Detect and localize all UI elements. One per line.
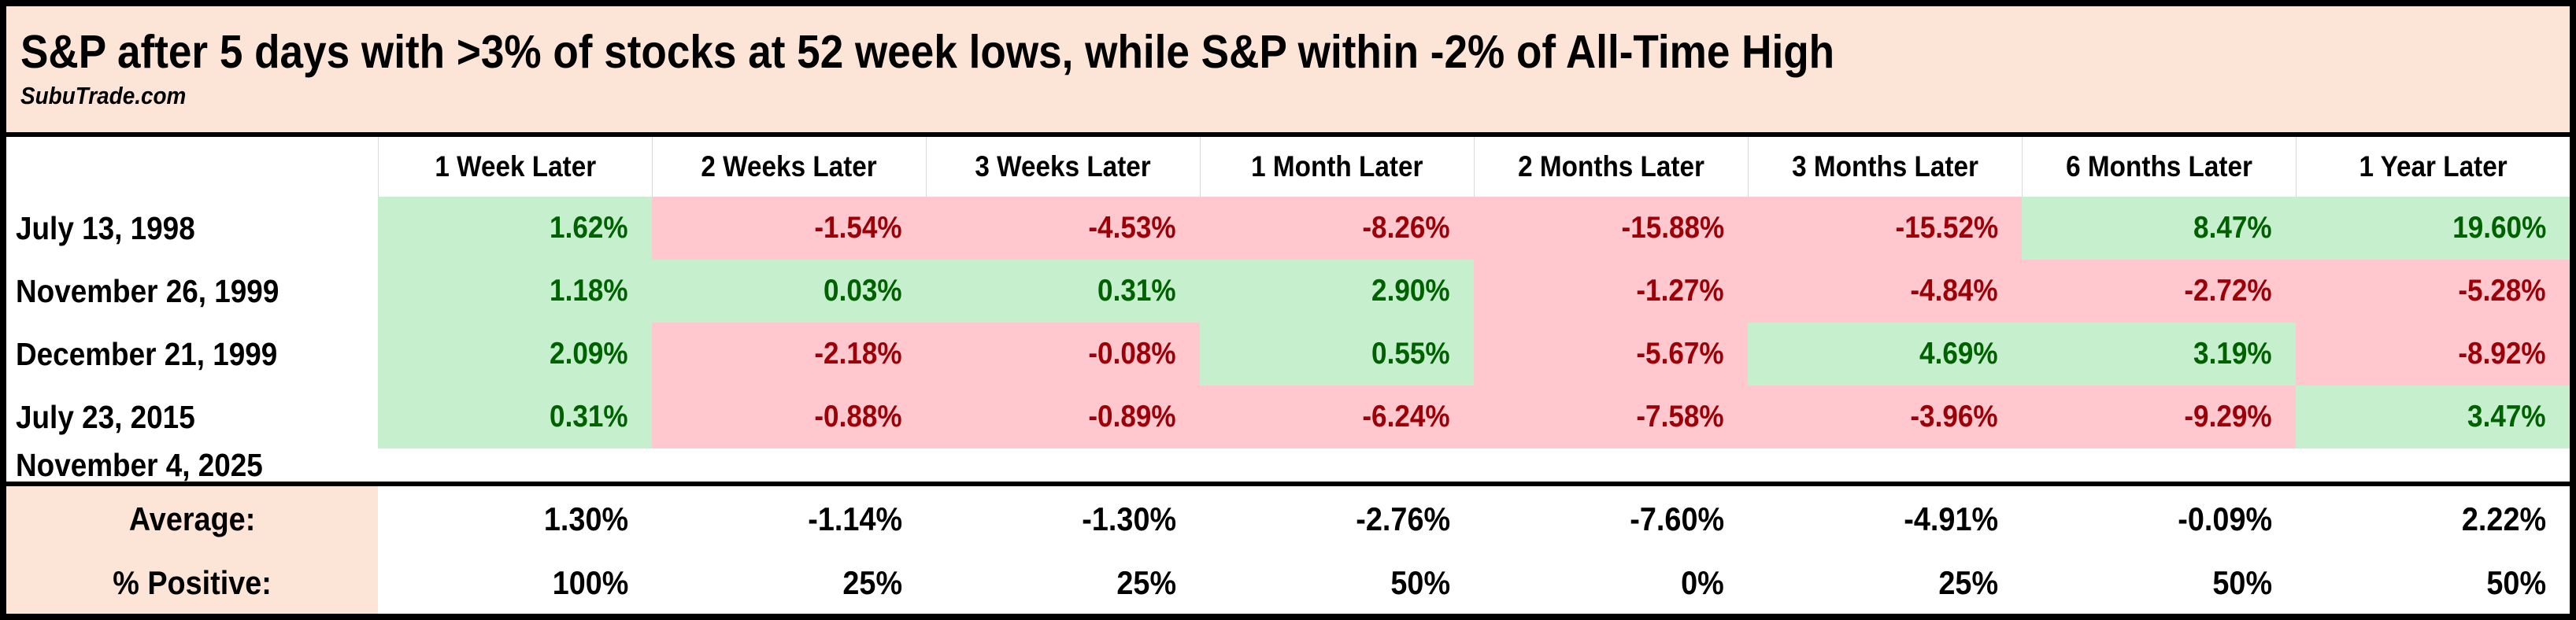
date-cell: December 21, 1999 <box>16 335 278 372</box>
average-cell: -7.60% <box>1630 500 1724 537</box>
column-header-3-weeks: 3 Weeks Later <box>926 137 1200 197</box>
value-cell: -2.72% <box>2022 260 2296 323</box>
value-cell: -4.84% <box>1748 260 2022 323</box>
value-cell: 1.62% <box>378 197 652 260</box>
column-header-1-week: 1 Week Later <box>378 137 652 197</box>
column-header-6-months: 6 Months Later <box>2022 137 2296 197</box>
table-row: July 23, 2015 0.31% -0.88% -0.89% -6.24%… <box>6 386 2570 448</box>
value-cell: -5.67% <box>1474 323 1748 386</box>
value-cell: 2.90% <box>1200 260 1474 323</box>
value-cell-empty <box>378 448 652 482</box>
average-cell: -4.91% <box>1904 500 1998 537</box>
column-header-3-months: 3 Months Later <box>1748 137 2022 197</box>
value-cell: -3.96% <box>1748 386 2022 448</box>
table-row: December 21, 1999 2.09% -2.18% -0.08% 0.… <box>6 323 2570 386</box>
average-cell: -1.14% <box>808 500 902 537</box>
value-cell: 0.31% <box>378 386 652 448</box>
value-cell: -0.89% <box>926 386 1200 448</box>
percent-positive-cell: 25% <box>842 564 902 601</box>
value-cell: -8.26% <box>1200 197 1474 260</box>
value-cell: 0.55% <box>1200 323 1474 386</box>
value-cell: -15.88% <box>1474 197 1748 260</box>
value-cell: 3.19% <box>2022 323 2296 386</box>
value-cell: -0.08% <box>926 323 1200 386</box>
percent-positive-cell: 25% <box>1938 564 1998 601</box>
percent-positive-row: % Positive: 100% 25% 25% 50% 0% 25% 50% … <box>6 552 2570 614</box>
column-header-1-month: 1 Month Later <box>1200 137 1474 197</box>
percent-positive-cell: 50% <box>1390 564 1450 601</box>
percent-positive-label: % Positive: <box>6 552 378 614</box>
value-cell-empty <box>1200 448 1474 482</box>
page-title: S&P after 5 days with >3% of stocks at 5… <box>20 26 1835 79</box>
value-cell: 2.09% <box>378 323 652 386</box>
percent-positive-cell: 25% <box>1116 564 1176 601</box>
average-cell: -1.30% <box>1082 500 1176 537</box>
date-cell: November 4, 2025 <box>16 448 263 482</box>
corner-cell <box>6 137 378 197</box>
value-cell-empty <box>2022 448 2296 482</box>
date-cell: November 26, 1999 <box>16 272 279 309</box>
date-cell: July 23, 2015 <box>16 398 195 435</box>
value-cell: -2.18% <box>652 323 926 386</box>
value-cell: 4.69% <box>1748 323 2022 386</box>
value-cell: -6.24% <box>1200 386 1474 448</box>
value-cell: -1.54% <box>652 197 926 260</box>
value-cell: -15.52% <box>1748 197 2022 260</box>
value-cell: -4.53% <box>926 197 1200 260</box>
value-cell: -1.27% <box>1474 260 1748 323</box>
value-cell: -5.28% <box>2296 260 2570 323</box>
table-row: November 26, 1999 1.18% 0.03% 0.31% 2.90… <box>6 260 2570 323</box>
average-label: Average: <box>6 486 378 552</box>
average-cell: -2.76% <box>1356 500 1450 537</box>
column-header-2-weeks: 2 Weeks Later <box>652 137 926 197</box>
value-cell: 1.18% <box>378 260 652 323</box>
average-row: Average: 1.30% -1.14% -1.30% -2.76% -7.6… <box>6 486 2570 552</box>
column-header-1-year: 1 Year Later <box>2296 137 2570 197</box>
average-cell: 1.30% <box>543 500 628 537</box>
column-header-2-months: 2 Months Later <box>1474 137 1748 197</box>
value-cell: -0.88% <box>652 386 926 448</box>
value-cell: 8.47% <box>2022 197 2296 260</box>
average-cell: 2.22% <box>2461 500 2546 537</box>
percent-positive-cell: 50% <box>2212 564 2272 601</box>
percent-positive-cell: 50% <box>2486 564 2546 601</box>
value-cell-empty <box>926 448 1200 482</box>
column-header-row: 1 Week Later 2 Weeks Later 3 Weeks Later… <box>6 137 2570 197</box>
title-bar: S&P after 5 days with >3% of stocks at 5… <box>6 6 2570 137</box>
percent-positive-cell: 100% <box>552 564 628 601</box>
value-cell-empty <box>1474 448 1748 482</box>
value-cell: 3.47% <box>2296 386 2570 448</box>
percent-positive-cell: 0% <box>1681 564 1724 601</box>
value-cell-empty <box>1748 448 2022 482</box>
value-cell: -9.29% <box>2022 386 2296 448</box>
average-cell: -0.09% <box>2178 500 2272 537</box>
value-cell-empty <box>2296 448 2570 482</box>
value-cell-empty <box>652 448 926 482</box>
value-cell: 19.60% <box>2296 197 2570 260</box>
value-cell: -7.58% <box>1474 386 1748 448</box>
table-row: July 13, 1998 1.62% -1.54% -4.53% -8.26%… <box>6 197 2570 260</box>
value-cell: 0.31% <box>926 260 1200 323</box>
date-cell: July 13, 1998 <box>16 209 195 246</box>
value-cell: 0.03% <box>652 260 926 323</box>
source-label: SubuTrade.com <box>20 81 187 109</box>
value-cell: -8.92% <box>2296 323 2570 386</box>
table-row: November 4, 2025 <box>6 448 2570 486</box>
